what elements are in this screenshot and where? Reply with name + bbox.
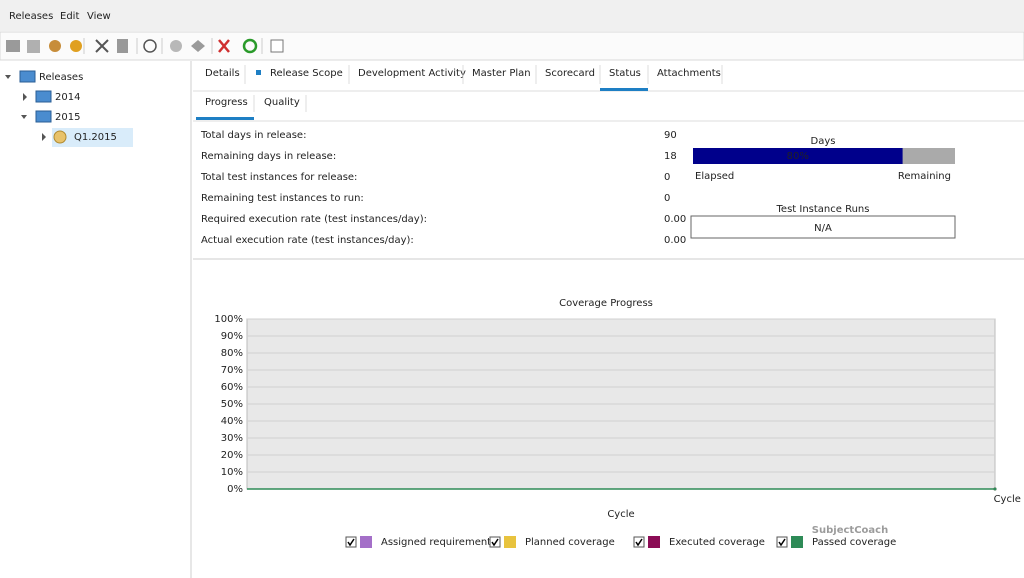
y-tick-label: 10%: [221, 467, 243, 478]
elapsed-bar: [693, 148, 903, 164]
icon[interactable]: [143, 39, 157, 53]
tree-toggle[interactable]: [21, 115, 27, 119]
scope-marker: [256, 70, 261, 75]
x-tick-label: Cycle 1: [994, 494, 1024, 505]
stat-label: Remaining test instances to run:: [201, 193, 364, 204]
stat-label: Total days in release:: [200, 130, 306, 141]
folder-icon: [35, 110, 52, 123]
tree-toggle[interactable]: [23, 93, 27, 101]
content: Releases Edit View Releases 2014 2015 Q1.2015 D…: [5, 11, 1024, 548]
tab[interactable]: Scorecard: [545, 68, 595, 79]
menu-item[interactable]: Releases: [9, 11, 53, 22]
legend-label: Executed coverage: [669, 537, 765, 548]
subtab[interactable]: Progress: [205, 97, 248, 108]
stat-value: 0.00: [664, 214, 686, 225]
x-axis-label: Cycle: [607, 509, 634, 520]
legend-check: [347, 538, 355, 547]
legend-swatch: [791, 536, 803, 548]
icon[interactable]: [70, 40, 82, 52]
icon[interactable]: [95, 39, 109, 53]
y-tick-label: 30%: [221, 433, 243, 444]
legend-label: Assigned requirements: [381, 537, 496, 548]
stat-value: 0: [664, 172, 670, 183]
tab[interactable]: Master Plan: [472, 68, 531, 79]
stat-label: Total test instances for release:: [200, 172, 357, 183]
legend-checkbox[interactable]: [345, 536, 357, 548]
icon[interactable]: [218, 39, 230, 53]
menu-item[interactable]: Edit: [60, 11, 79, 22]
legend-check: [491, 538, 499, 547]
chart-title: Coverage Progress: [559, 298, 653, 309]
tree-label[interactable]: Q1.2015: [74, 132, 117, 143]
tab[interactable]: Attachments: [657, 68, 721, 79]
tree-label[interactable]: 2014: [55, 92, 80, 103]
legend-checkbox[interactable]: [776, 536, 788, 548]
legend-swatch: [504, 536, 516, 548]
y-tick-label: 60%: [221, 382, 243, 393]
icon[interactable]: [242, 38, 258, 54]
y-tick-label: 40%: [221, 416, 243, 427]
days-title: Days: [811, 136, 836, 147]
stat-value: 90: [664, 130, 677, 141]
legend-swatch: [648, 536, 660, 548]
tab[interactable]: Status: [609, 68, 641, 79]
release-icon: [53, 130, 67, 144]
legend-check: [778, 538, 786, 547]
active-tab-indicator: [600, 88, 648, 91]
stat-value: 0.00: [664, 235, 686, 246]
menu-bar: [0, 0, 1024, 31]
series-point: [993, 487, 997, 491]
y-tick-label: 80%: [221, 348, 243, 359]
y-tick-label: 100%: [214, 314, 243, 325]
legend-check: [635, 538, 643, 547]
remaining-label: Remaining: [898, 171, 951, 182]
subtab[interactable]: Quality: [264, 97, 300, 108]
tree-label[interactable]: Releases: [39, 72, 83, 83]
legend-swatch: [360, 536, 372, 548]
tab[interactable]: Details: [205, 68, 240, 79]
menu-item[interactable]: View: [87, 11, 111, 22]
icon[interactable]: [6, 40, 20, 52]
icon[interactable]: [49, 40, 61, 52]
tab[interactable]: Development Activity: [358, 68, 466, 79]
tree-toggle[interactable]: [5, 75, 11, 79]
tree-selection: [52, 128, 133, 147]
elapsed-percent: 80%: [787, 151, 809, 162]
y-tick-label: 90%: [221, 331, 243, 342]
stat-label: Remaining days in release:: [201, 151, 336, 162]
folder-icon: [35, 90, 52, 103]
active-subtab-indicator: [196, 117, 254, 120]
folder-icon: [19, 70, 36, 83]
legend-label: Planned coverage: [525, 537, 615, 548]
toolbar-icons: [6, 38, 284, 54]
tree-toggle[interactable]: [42, 133, 46, 141]
test-runs-value: N/A: [814, 223, 832, 234]
y-tick-label: 0%: [227, 484, 243, 495]
y-tick-label: 70%: [221, 365, 243, 376]
test-runs-box: [690, 215, 956, 239]
icon[interactable]: [170, 40, 182, 52]
icon[interactable]: [191, 40, 205, 52]
stat-value: 0: [664, 193, 670, 204]
y-tick-label: 20%: [221, 450, 243, 461]
legend-label: Passed coverage: [812, 537, 896, 548]
stat-label: Actual execution rate (test instances/da…: [201, 235, 414, 246]
stat-label: Required execution rate (test instances/…: [201, 214, 427, 225]
icon[interactable]: [117, 39, 128, 53]
icon[interactable]: [27, 40, 40, 53]
legend-checkbox[interactable]: [633, 536, 645, 548]
y-tick-label: 50%: [221, 399, 243, 410]
toolbar: [0, 31, 1024, 61]
tree-label[interactable]: 2015: [55, 112, 80, 123]
test-runs-title: Test Instance Runs: [776, 204, 870, 215]
stat-value: 18: [664, 151, 677, 162]
watermark: SubjectCoach: [812, 525, 888, 536]
elapsed-label: Elapsed: [695, 171, 734, 182]
legend-checkbox[interactable]: [489, 536, 501, 548]
icon[interactable]: [270, 39, 284, 53]
tab[interactable]: Release Scope: [270, 68, 343, 79]
